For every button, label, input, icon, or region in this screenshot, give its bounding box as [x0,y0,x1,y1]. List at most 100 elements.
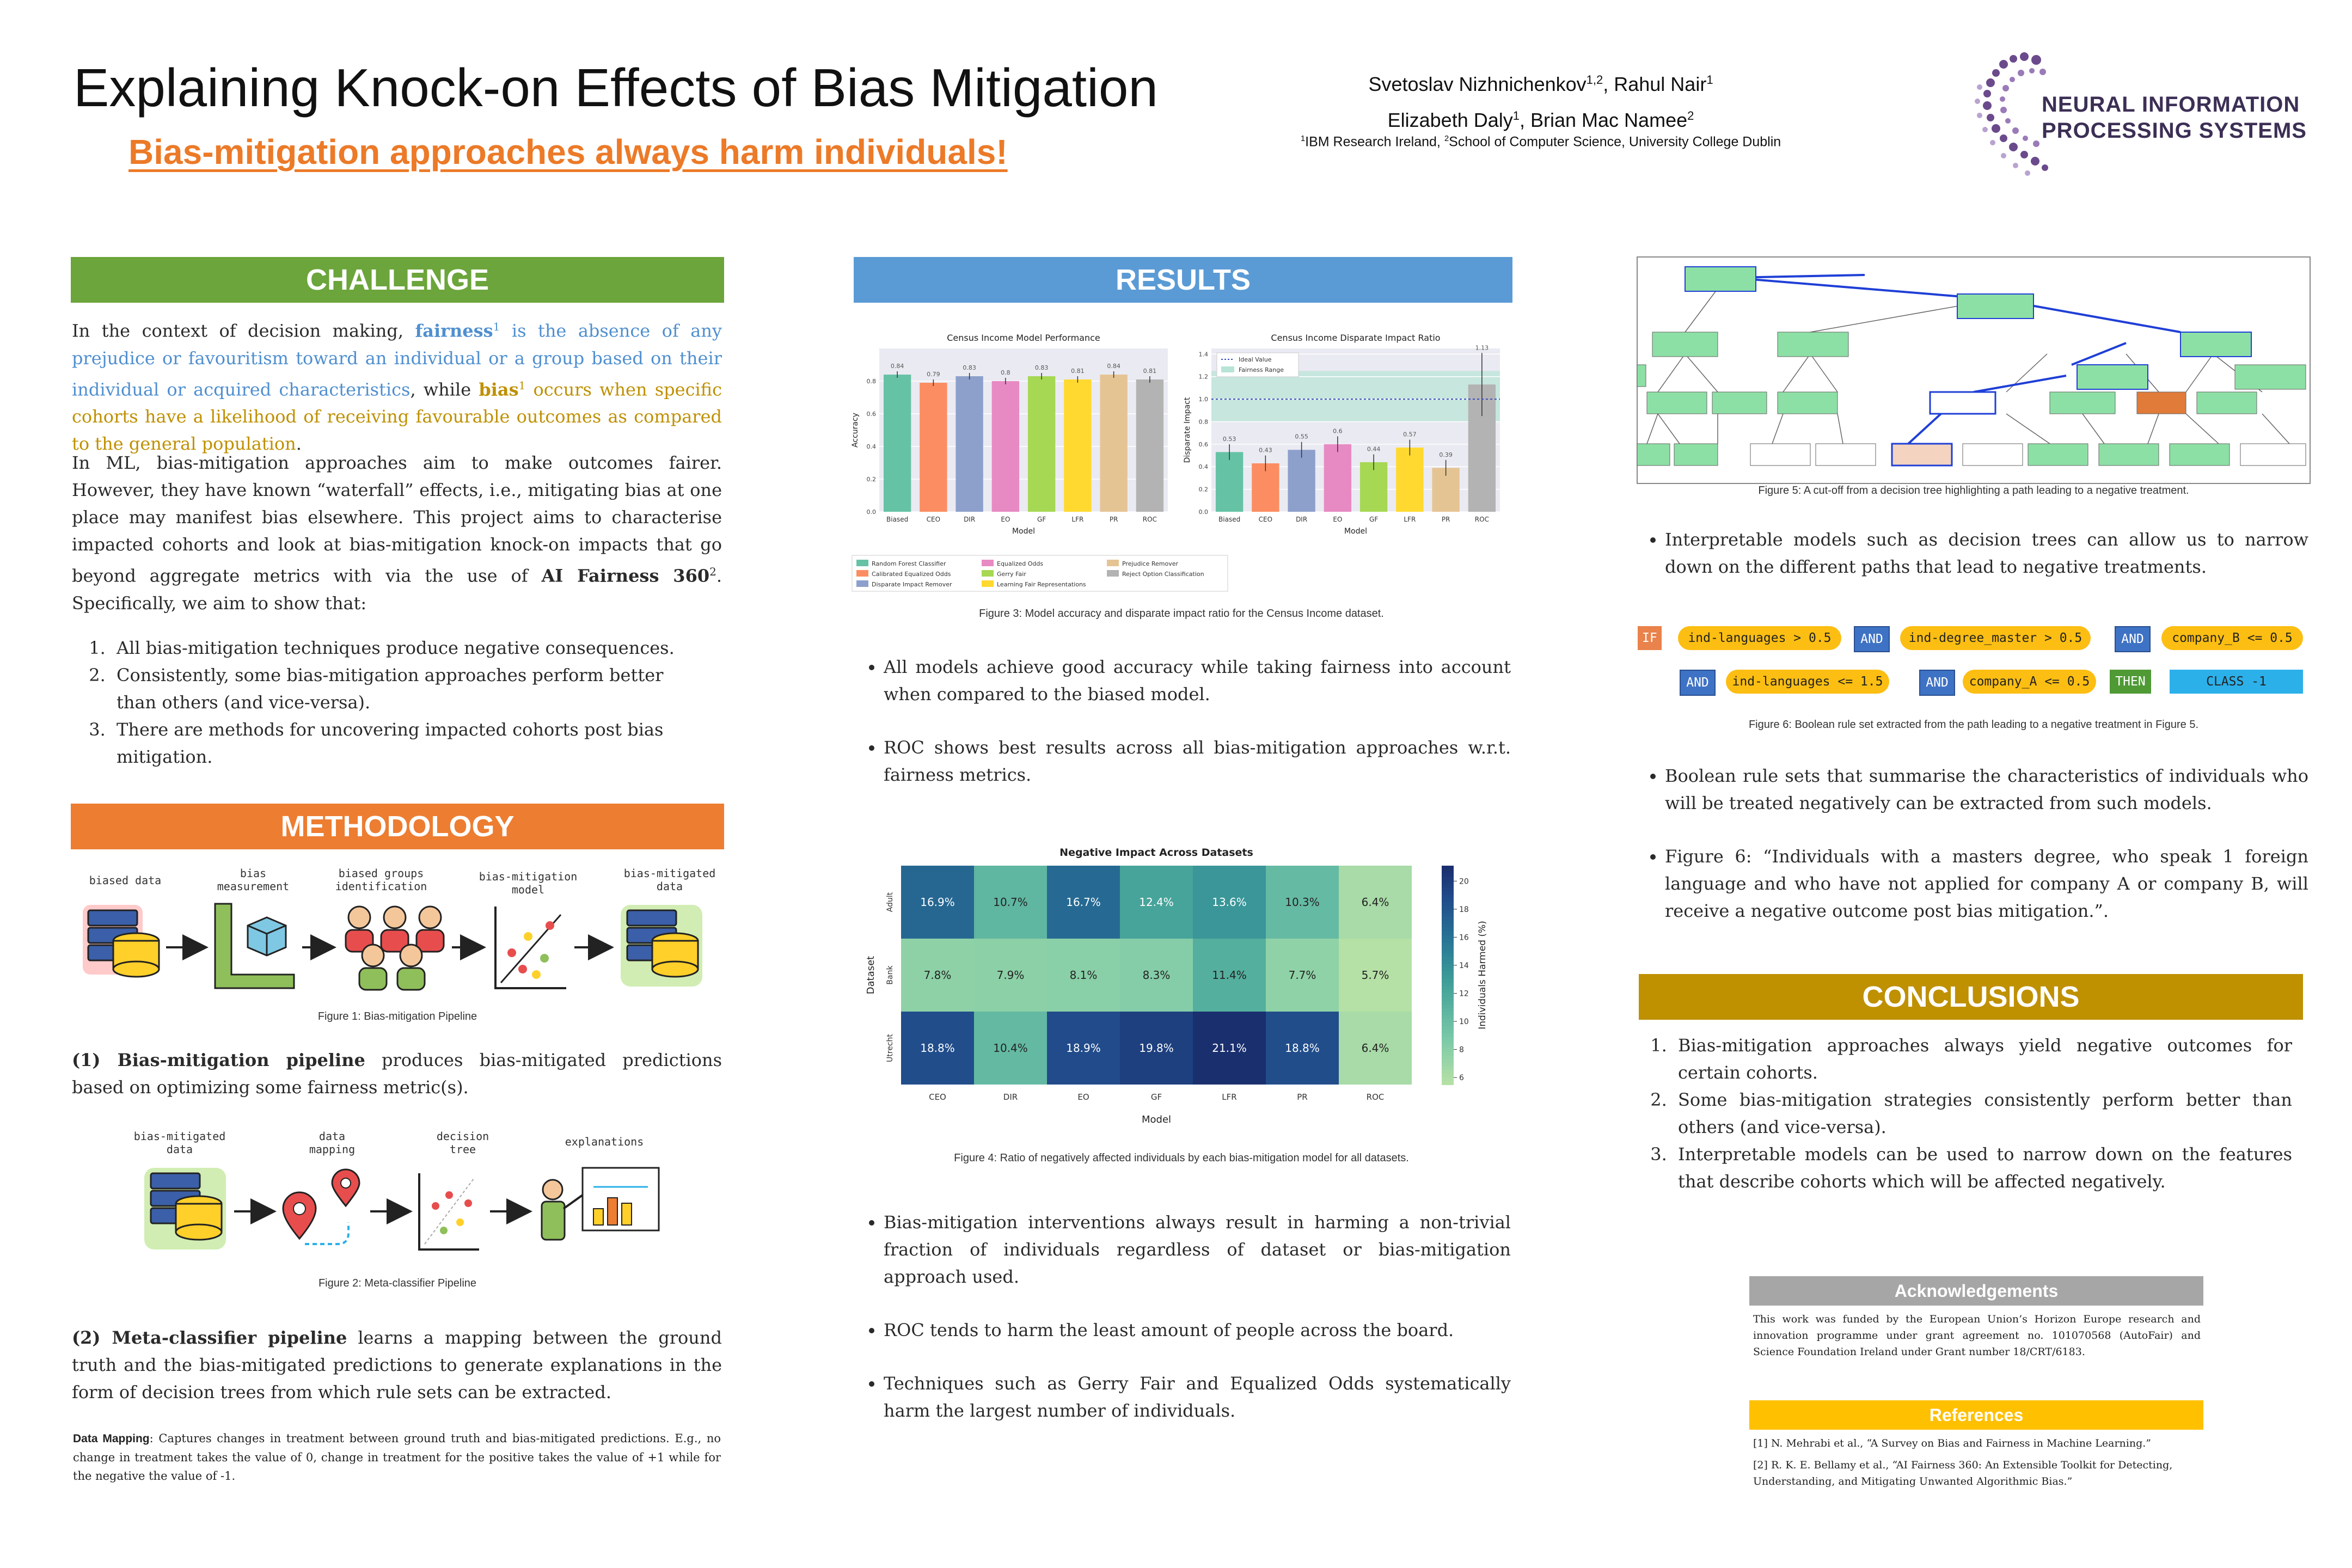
chart-a-xlabel: Model [1012,527,1035,536]
results-bullet: ROC tends to harm the least amount of pe… [884,1316,1511,1344]
rule-class-result: CLASS -1 [2170,670,2303,694]
conclusion-item: Some bias-mitigation strategies consiste… [1673,1086,2292,1141]
colorbar-segment [1442,898,1454,903]
heatmap-cell [1047,1012,1120,1085]
chart-b-value-label: 0.39 [1439,451,1453,458]
colorbar-segment [1442,946,1454,951]
colorbar-segment [1442,997,1454,1001]
colorbar-tick-label: 8 [1459,1046,1464,1055]
heatmap-cell-label: 7.8% [924,969,952,982]
right-bullet: Figure 6: “Individuals with a masters de… [1665,843,2308,924]
legend-swatch [1107,570,1119,577]
heatmap-cell-label: 21.1% [1212,1042,1247,1055]
biased-data-icon [83,905,160,978]
colorbar-segment [1442,1081,1454,1085]
heatmap-xtick: GF [1151,1092,1162,1102]
chart-b-bar [1288,450,1315,512]
challenge-text-e: . [296,433,302,455]
chart-a-value-label: 0.81 [1071,367,1085,375]
right-bullets-c: Boolean rule sets that summarise the cha… [1639,762,2308,951]
author-1: Svetoslav Nizhnichenkov [1368,73,1587,95]
heatmap-cell [1047,866,1120,939]
colorbar-segment [1442,1033,1454,1038]
rule-condition-5: company_A <= 0.5 [1963,670,2096,694]
heatmap-ytick: Bank [886,965,895,985]
mitigated-data-icon [621,905,702,987]
chart-b-value-label: 0.44 [1367,445,1381,452]
reference-item: [2] R. K. E. Bellamy et al., “AI Fairnes… [1753,1459,2173,1487]
colorbar-segment [1442,1051,1454,1056]
author-2-sup: 1 [1706,73,1713,87]
heatmap-cell-label: 6.4% [1362,1042,1389,1055]
colorbar-segment [1442,909,1454,914]
right-bullet: Interpretable models such as decision tr… [1665,526,2308,580]
colorbar-segment [1442,982,1454,987]
heatmap-title: Negative Impact Across Datasets [1059,847,1253,859]
chart-b-value-label: 0.57 [1403,431,1417,438]
conclusion-item: Bias-mitigation approaches always yield … [1673,1032,2292,1086]
poster-title: Explaining Knock-on Effects of Bias Miti… [74,58,1158,118]
legend-swatch [856,580,868,587]
fairness-definition: is the absence of any prejudice or favou… [72,320,722,400]
results-bullets-b: Bias-mitigation interventions always res… [857,1209,1511,1450]
heatmap-ytick: Utrecht [886,1034,895,1062]
fig4-heatmap: Negative Impact Across Datasets 16.9% 10.7… [865,847,1488,1125]
colorbar-segment [1442,905,1454,910]
chart-a-xtick: DIR [964,516,975,523]
fig3-caption: Figure 3: Model accuracy and disparate i… [979,608,1384,620]
methodology-heading: METHODOLOGY [71,804,724,849]
fig2-mitigated-data-icon [144,1168,226,1250]
heatmap-cell [901,939,974,1012]
presenter-icon [541,1167,660,1241]
logo-line-1: NEURAL INFORMATION [2042,93,2300,117]
fig2-label-decision-tree: decision tree [436,1130,489,1156]
challenge-text-p2a: In ML, bias-mitigation approaches aim to… [72,452,722,586]
heatmap-cell [1047,939,1120,1012]
heatmap-cell-label: 5.7% [1362,969,1389,982]
colorbar-segment [1442,1048,1454,1052]
chart-b-bar [1359,462,1388,512]
bias-measurement-icon [214,903,295,989]
challenge-paragraph-1: In the context of decision making, fairn… [72,313,722,457]
colorbar-segment [1442,986,1454,990]
author-3: Elizabeth Daly [1387,109,1513,131]
legend-swatch [856,570,868,577]
chart-b-xtick: LFR [1404,516,1416,523]
colorbar-segment [1442,1004,1454,1009]
colorbar-segment [1442,920,1454,925]
colorbar-segment [1442,935,1454,939]
heatmap-cell-label: 10.7% [993,896,1028,909]
colorbar-segment [1442,1000,1454,1005]
colorbar-segment [1442,1077,1454,1082]
heatmap-cell-label: 19.8% [1139,1042,1174,1055]
heatmap-cell-label: 10.3% [1285,896,1320,909]
chart-a-value-label: 0.84 [1107,363,1120,370]
rule-condition-4: ind-languages <= 1.5 [1726,670,1889,694]
results-bullet: Bias-mitigation interventions always res… [884,1209,1511,1290]
colorbar-segment [1442,916,1454,921]
author-3-sup: 1 [1512,109,1520,122]
fig1-pipeline [83,903,702,991]
chart-b-xtick: CEO [1259,516,1272,523]
fig3-legend: Random Forest Classifier Calibrated Equal… [852,555,1228,592]
results-heading: RESULTS [854,257,1512,303]
chart-b-bar [1396,448,1424,512]
chart-a-bar [883,375,911,512]
author-4-sup: 2 [1687,109,1694,122]
chart-b-bar [1324,444,1352,512]
colorbar-segment [1442,960,1454,965]
fig2-pipeline [144,1167,660,1251]
conclusions-list: Bias-mitigation approaches always yield … [1639,1032,2292,1195]
colorbar-segment [1442,1037,1454,1042]
references-heading: References [1749,1400,2203,1430]
aif360-sup: 2 [709,565,716,578]
chart-b-value-label: 0.55 [1295,433,1308,440]
heatmap-ylabel: Dataset [865,956,877,995]
colorbar-segment [1442,902,1454,906]
fig1-caption: Figure 1: Bias-mitigation Pipeline [317,1010,477,1022]
colorbar-segment [1442,1026,1454,1031]
heatmap-cell [901,866,974,939]
chart-a-value-label: 0.84 [891,363,904,370]
heatmap-xtick: LFR [1222,1092,1236,1102]
heatmap-cell-label: 12.4% [1139,896,1174,909]
